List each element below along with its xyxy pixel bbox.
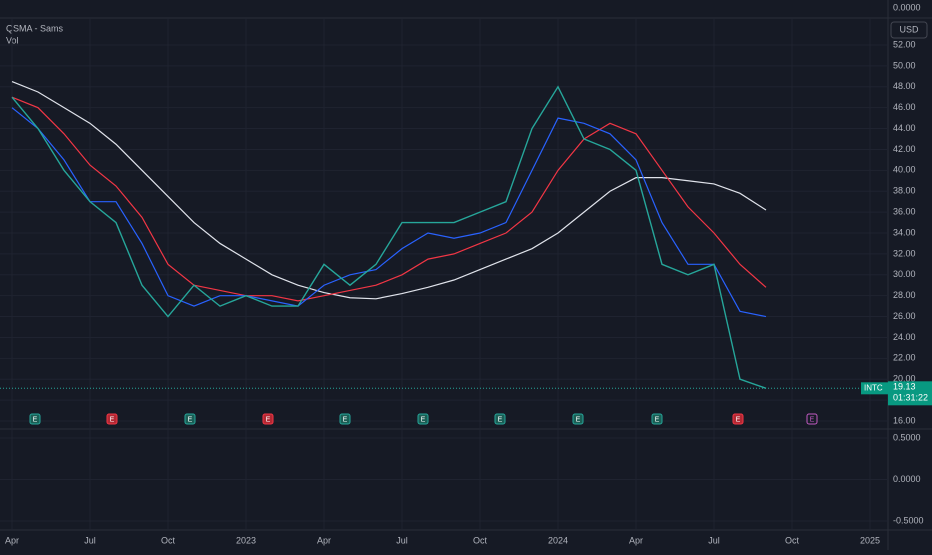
earnings-icon [339, 413, 351, 425]
y-tick-label: 36.00 [893, 206, 916, 216]
y-tick-label: 32.00 [893, 248, 916, 258]
y-tick-label: 40.00 [893, 165, 916, 175]
currency-box[interactable] [890, 21, 928, 39]
y-tick-label: 16.00 [893, 415, 916, 425]
x-tick-label: Apr [5, 535, 19, 545]
moving-average [11, 96, 767, 302]
y-tick-label: 34.00 [893, 227, 916, 237]
y-tick-label: 0.5000 [893, 432, 921, 442]
price-line [11, 85, 767, 389]
earnings-label: E [421, 416, 426, 423]
y-tick-label: 20.00 [893, 374, 916, 384]
y-tick-label: 52.00 [893, 39, 916, 49]
earnings-label: E [343, 416, 348, 423]
earnings-icon [262, 413, 274, 425]
earnings-icon [494, 413, 506, 425]
moving-average [11, 107, 767, 318]
series-name: INTC [864, 383, 883, 392]
earnings-icon [417, 413, 429, 425]
earnings-label: E [188, 416, 193, 423]
x-tick-label: Jul [396, 535, 408, 545]
earnings-label: E [810, 416, 815, 423]
x-tick-label: Jul [84, 535, 96, 545]
y-tick-label: 22.00 [893, 353, 916, 363]
y-tick-label: 38.00 [893, 186, 916, 196]
y-tick-label: 44.00 [893, 123, 916, 133]
earnings-label: E [736, 416, 741, 423]
y-tick-label: -0.5000 [893, 515, 924, 525]
price-box [888, 381, 932, 406]
x-tick-label: 2025 [860, 535, 880, 545]
x-tick-label: Jul [708, 535, 720, 545]
x-tick-label: Oct [161, 535, 176, 545]
earnings-label: E [498, 416, 503, 423]
earnings-label: E [33, 416, 38, 423]
last-price: 19.13 [893, 382, 916, 392]
earnings-label: E [576, 416, 581, 423]
y-tick-label: 26.00 [893, 311, 916, 321]
y-tick-label: 0.0000 [893, 2, 921, 12]
x-tick-label: Apr [317, 535, 331, 545]
y-tick-label: 24.00 [893, 332, 916, 342]
y-tick-label: 28.00 [893, 290, 916, 300]
earnings-icon [572, 413, 584, 425]
earnings-icon [651, 413, 663, 425]
countdown: 01:31:22 [893, 393, 928, 403]
earnings-icon [184, 413, 196, 425]
earnings-icon [732, 413, 744, 425]
earnings-icon [29, 413, 41, 425]
earnings-icon [806, 413, 818, 425]
x-tick-label: Apr [629, 535, 643, 545]
price-badge [861, 382, 888, 395]
earnings-label: E [266, 416, 271, 423]
earnings-label: E [110, 416, 115, 423]
y-tick-label: 30.00 [893, 269, 916, 279]
y-tick-label: 48.00 [893, 81, 916, 91]
moving-average [11, 80, 767, 300]
x-tick-label: 2023 [236, 535, 256, 545]
x-tick-label: Oct [473, 535, 488, 545]
x-tick-label: 2024 [548, 535, 568, 545]
y-tick-label: 50.00 [893, 60, 916, 70]
currency[interactable]: USD [899, 24, 919, 34]
earnings-label: E [655, 416, 660, 423]
earnings-icon [106, 413, 118, 425]
indicator-title: QSMA - Sams [6, 23, 64, 33]
y-tick-label: 46.00 [893, 102, 916, 112]
x-tick-label: Oct [785, 535, 800, 545]
y-tick-label: 0.0000 [893, 474, 921, 484]
y-tick-label: 42.00 [893, 144, 916, 154]
